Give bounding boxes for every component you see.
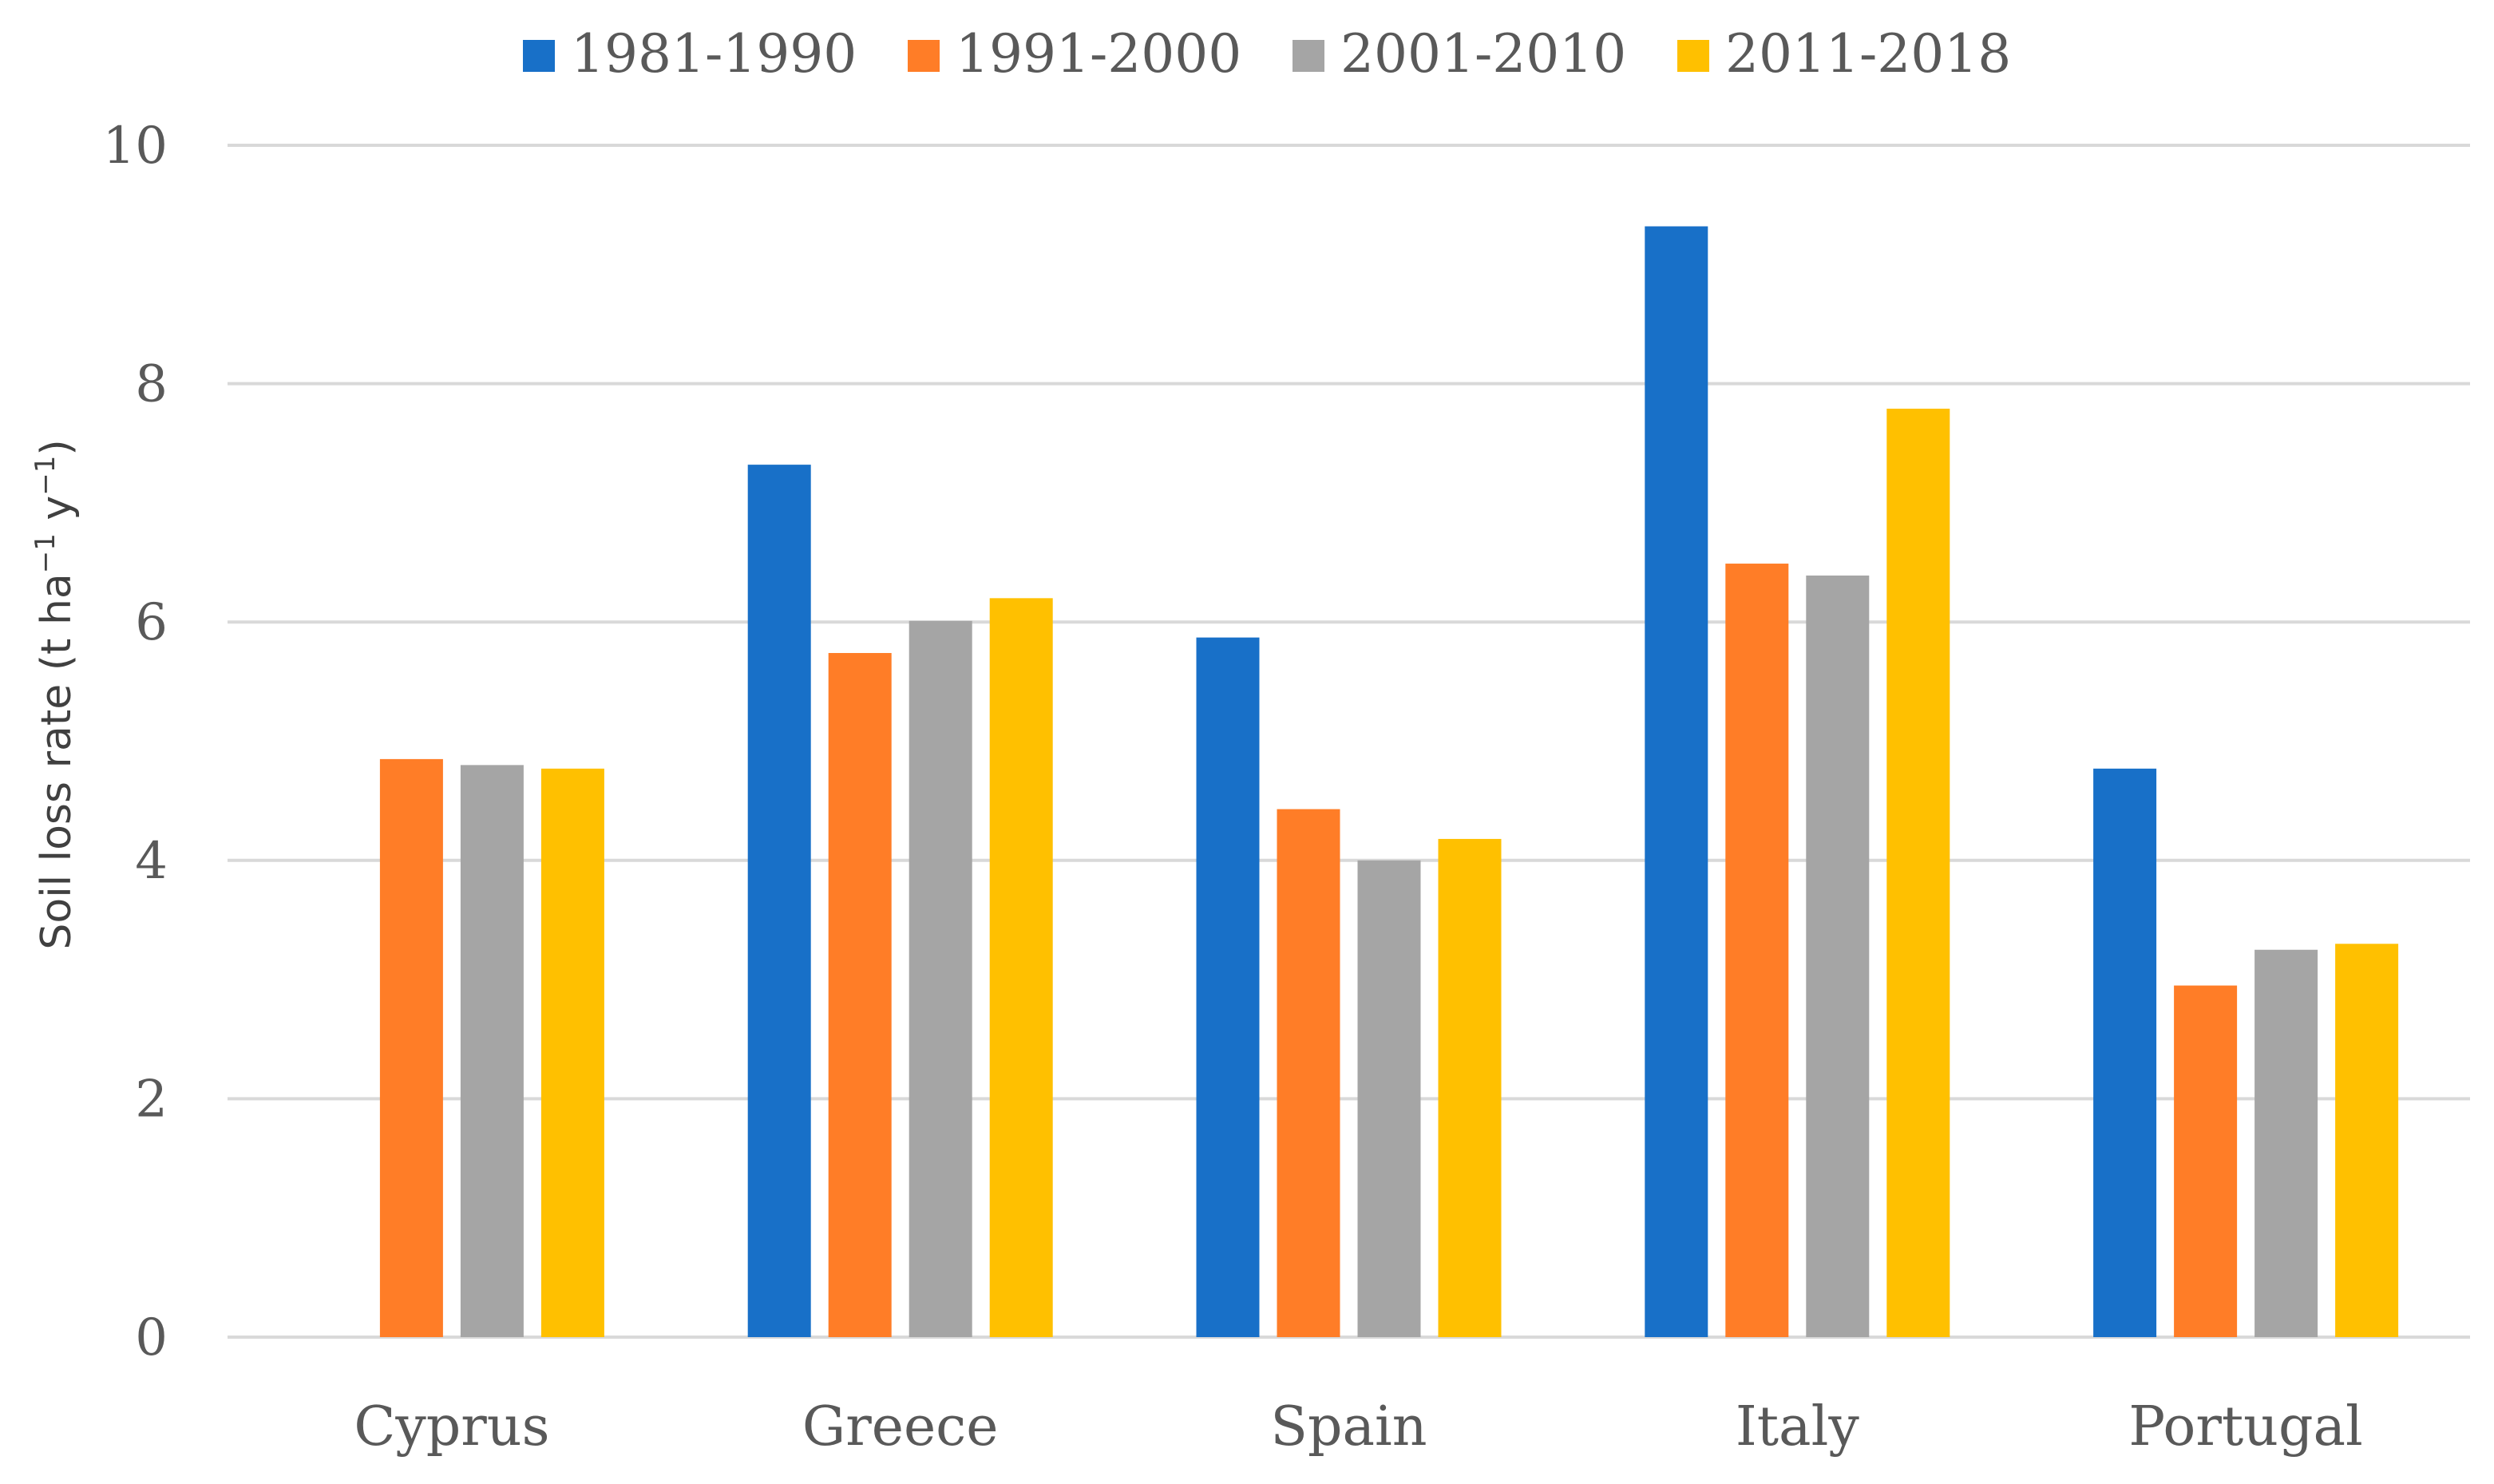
bars [379,226,2399,1338]
bar-cyprus-2011-2018 [540,768,604,1337]
y-axis-label-sup2: −1 [30,456,61,496]
bar-spain-2001-2010 [1357,860,1421,1337]
legend-swatch [523,40,555,72]
bar-greece-1991-2000 [828,653,892,1337]
bar-portugal-2001-2010 [2254,949,2318,1337]
y-tick-label: 6 [135,593,168,652]
legend-label: 2001-2010 [1340,23,1626,85]
legend-item-2001-2010: 2001-2010 [1293,23,1626,85]
legend-label: 1991-2000 [956,23,1241,85]
legend-item-2011-2018: 2011-2018 [1677,23,2011,85]
legend-item-1991-2000: 1991-2000 [908,23,1241,85]
bar-italy-2001-2010 [1806,575,1870,1337]
x-axis-categories: Cyprus Greece Spain Italy Portugal [354,1395,2362,1458]
bar-cyprus-2001-2010 [460,765,524,1337]
y-axis-label-sup1: −1 [30,533,61,573]
y-axis-ticks: 0 2 4 6 8 10 [103,117,168,1367]
bar-spain-1991-2000 [1277,809,1340,1337]
bar-greece-1981-1990 [747,465,811,1337]
bar-greece-2011-2018 [989,598,1053,1337]
y-tick-label: 4 [135,832,168,891]
bar-portugal-1981-1990 [2093,768,2157,1337]
y-axis-label-main: Soil loss rate (t ha [33,573,81,949]
bar-italy-1981-1990 [1645,226,1708,1338]
x-category-label: Spain [1270,1395,1427,1458]
bar-italy-1991-2000 [1725,564,1789,1337]
x-category-label: Italy [1736,1395,1859,1458]
y-tick-label: 8 [135,355,168,414]
y-tick-label: 10 [103,117,168,176]
legend-swatch [1293,40,1324,72]
x-category-label: Greece [802,1395,999,1458]
y-tick-label: 0 [135,1308,168,1367]
bar-portugal-1991-2000 [2174,985,2238,1337]
legend-item-1981-1990: 1981-1990 [523,23,857,85]
bar-portugal-2011-2018 [2335,944,2399,1337]
x-category-label: Portugal [2128,1395,2362,1458]
bar-spain-1981-1990 [1196,637,1260,1337]
legend-swatch [908,40,940,72]
y-axis-label-end: ) [33,439,81,455]
legend-label: 1981-1990 [571,23,857,85]
x-category-label: Cyprus [354,1395,549,1458]
bar-spain-2011-2018 [1438,838,1502,1337]
legend-swatch [1677,40,1709,72]
y-tick-label: 2 [135,1070,168,1129]
y-axis-label: Soil loss rate (t ha−1 y−1) [30,439,81,949]
legend-label: 2011-2018 [1725,23,2011,85]
bar-cyprus-1991-2000 [379,758,443,1337]
bar-greece-2001-2010 [909,620,972,1337]
legend: 1981-1990 1991-2000 2001-2010 2011-2018 [523,23,2011,85]
y-axis-label-mid: y [33,496,81,533]
bar-italy-2011-2018 [1886,408,1950,1337]
